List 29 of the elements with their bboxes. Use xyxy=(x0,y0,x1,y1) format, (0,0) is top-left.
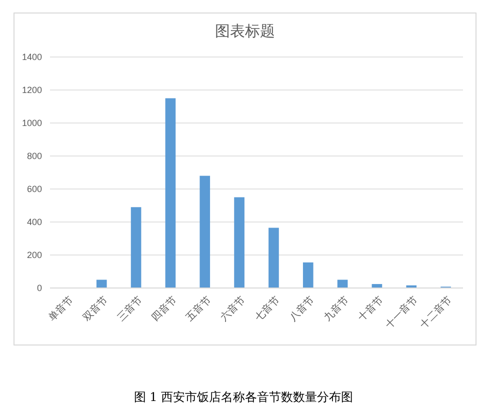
x-tick-label: 十一音节 xyxy=(383,294,420,331)
bar xyxy=(268,228,279,288)
caption: 图 1 西安市饭店名称各音节数数量分布图 xyxy=(134,390,354,404)
x-tick-label: 九音节 xyxy=(321,294,352,324)
x-tick-label: 五音节 xyxy=(184,294,214,324)
y-tick-label: 400 xyxy=(26,217,42,228)
x-tick-label: 单音节 xyxy=(46,294,76,324)
x-tick-label: 六音节 xyxy=(218,294,248,324)
chart-title: 图表标题 xyxy=(215,22,275,40)
bar xyxy=(130,207,142,288)
y-tick-label: 600 xyxy=(26,184,42,194)
x-tick-label: 十音节 xyxy=(356,294,386,324)
x-tick-label: 十二音节 xyxy=(418,294,454,331)
y-tick-label: 800 xyxy=(26,151,42,162)
x-tick-label: 八音节 xyxy=(287,294,317,324)
bar xyxy=(302,262,314,288)
y-tick-label: 1200 xyxy=(22,85,42,96)
y-tick-label: 200 xyxy=(26,250,42,260)
x-tick-label: 四音节 xyxy=(149,294,180,324)
bar xyxy=(165,98,176,288)
bar xyxy=(96,280,107,288)
y-tick-label: 1400 xyxy=(22,52,42,62)
y-tick-label: 0 xyxy=(36,283,42,294)
x-tick-label: 七音节 xyxy=(252,294,282,324)
x-tick-label: 三音节 xyxy=(114,294,145,324)
bar xyxy=(234,197,244,288)
x-tick-label: 双音节 xyxy=(80,294,110,324)
y-tick-label: 1000 xyxy=(22,118,42,128)
bar xyxy=(200,176,210,288)
